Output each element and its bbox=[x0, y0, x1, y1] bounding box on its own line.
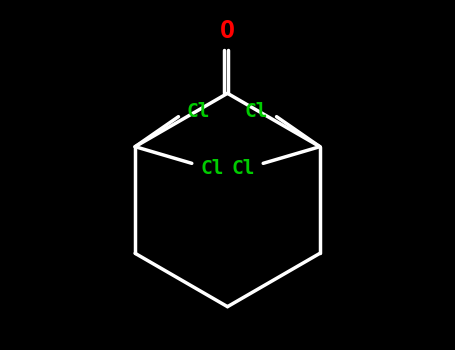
Text: O: O bbox=[220, 19, 235, 43]
Text: Cl: Cl bbox=[245, 102, 268, 121]
Text: Cl: Cl bbox=[232, 159, 255, 178]
Text: Cl: Cl bbox=[187, 102, 210, 121]
Text: Cl: Cl bbox=[200, 159, 223, 178]
